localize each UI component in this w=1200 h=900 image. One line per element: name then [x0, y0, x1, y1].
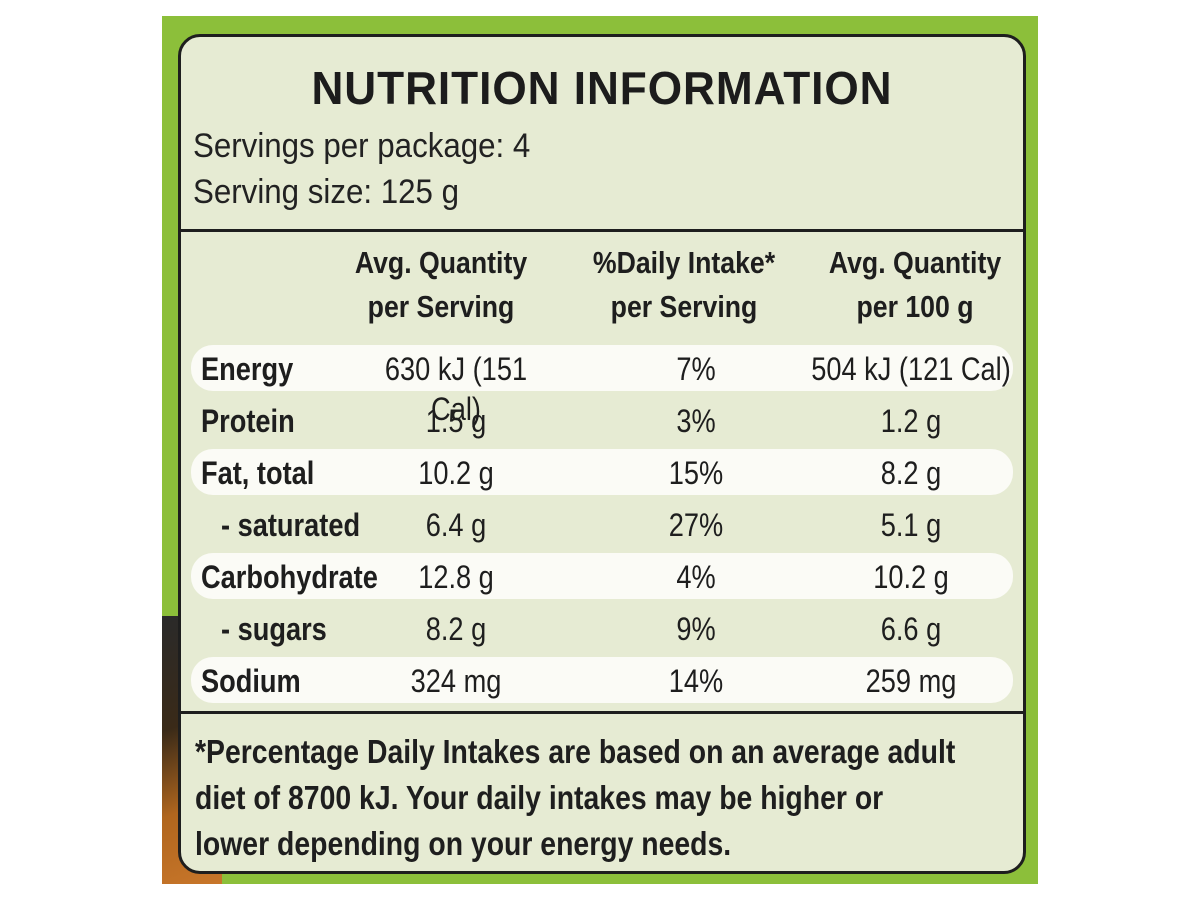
nutrient-name: Carbohydrate — [201, 559, 378, 595]
value-daily-intake: 15% — [668, 455, 724, 491]
table-row-protein: Protein 1.5 g 3% 1.2 g — [191, 397, 1013, 443]
column-header-line: Avg. Quantity — [828, 245, 1002, 280]
value-per-100g: 504 kJ (121 Cal) — [811, 351, 1011, 387]
value-per-100g: 6.6 g — [880, 611, 942, 647]
value-per-serving: 8.2 g — [425, 611, 487, 647]
table-row-sodium: Sodium 324 mg 14% 259 mg — [191, 657, 1013, 703]
nutrient-name: Sodium — [201, 663, 301, 699]
column-header-per-serving: Avg. Quantity per Serving — [346, 241, 535, 329]
nutrient-name: Energy — [201, 351, 294, 387]
serving-size: Serving size: 125 g — [193, 173, 460, 211]
column-header-line: %Daily Intake* — [592, 245, 776, 280]
value-per-100g: 1.2 g — [880, 403, 942, 439]
servings-per-package: Servings per package: 4 — [193, 127, 531, 165]
nutrient-name: - saturated — [221, 507, 361, 543]
column-header-daily-intake: %Daily Intake* per Serving — [571, 241, 796, 329]
value-daily-intake: 4% — [676, 559, 716, 595]
nutrient-name: Fat, total — [201, 455, 315, 491]
value-daily-intake: 14% — [668, 663, 724, 699]
table-row-carbohydrate: Carbohydrate 12.8 g 4% 10.2 g — [191, 553, 1013, 599]
value-per-100g: 10.2 g — [873, 559, 949, 595]
value-per-serving: 12.8 g — [418, 559, 494, 595]
value-per-serving: 1.5 g — [425, 403, 487, 439]
column-header-line: per 100 g — [856, 289, 974, 324]
value-daily-intake: 27% — [668, 507, 724, 543]
table-row-sugars: - sugars 8.2 g 9% 6.6 g — [191, 605, 1013, 651]
value-per-serving: 324 mg — [410, 663, 502, 699]
nutrient-name: Protein — [201, 403, 295, 439]
daily-intake-footnote: *Percentage Daily Intakes are based on a… — [195, 729, 956, 867]
table-row-fat-total: Fat, total 10.2 g 15% 8.2 g — [191, 449, 1013, 495]
value-per-serving: 10.2 g — [418, 455, 494, 491]
column-header-per-100g: Avg. Quantity per 100 g — [817, 241, 1013, 329]
footnote-line: *Percentage Daily Intakes are based on a… — [195, 733, 956, 770]
value-daily-intake: 9% — [676, 611, 716, 647]
packaging-photo: NUTRITION INFORMATION Servings per packa… — [162, 16, 1038, 884]
nutrient-name: - sugars — [221, 611, 327, 647]
value-per-serving: 630 kJ (151 Cal) — [384, 351, 528, 427]
footnote-line: diet of 8700 kJ. Your daily intakes may … — [195, 779, 884, 816]
value-per-100g: 259 mg — [865, 663, 957, 699]
nutrition-panel: NUTRITION INFORMATION Servings per packa… — [178, 34, 1026, 874]
table-row-saturated: - saturated 6.4 g 27% 5.1 g — [191, 501, 1013, 547]
divider-bottom — [181, 711, 1023, 714]
column-header-line: per Serving — [610, 289, 758, 324]
column-header-line: per Serving — [367, 289, 515, 324]
table-row-energy: Energy 630 kJ (151 Cal) 7% 504 kJ (121 C… — [191, 345, 1013, 427]
footnote-line: lower depending on your energy needs. — [195, 825, 732, 862]
value-per-100g: 5.1 g — [880, 507, 942, 543]
divider-top — [181, 229, 1023, 232]
value-daily-intake: 7% — [676, 351, 716, 387]
value-per-100g: 8.2 g — [880, 455, 942, 491]
column-header-line: Avg. Quantity — [354, 245, 528, 280]
value-per-serving: 6.4 g — [425, 507, 487, 543]
panel-title: NUTRITION INFORMATION — [311, 62, 893, 114]
value-daily-intake: 3% — [676, 403, 716, 439]
